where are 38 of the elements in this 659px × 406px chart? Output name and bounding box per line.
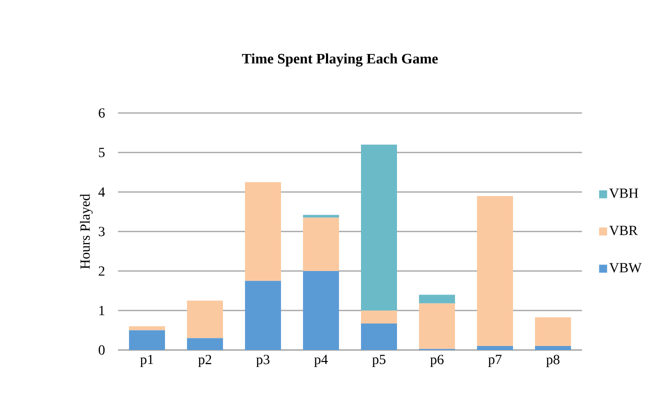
- bar: [129, 326, 165, 330]
- y-tick-label: 1: [99, 306, 104, 316]
- bar: [187, 338, 223, 350]
- bar: [245, 182, 281, 281]
- legend-label: VBH: [609, 188, 638, 198]
- bar: [535, 346, 572, 350]
- bar: [361, 310, 397, 324]
- y-tick-label: 2: [98, 266, 104, 276]
- y-tick-label: 5: [98, 148, 105, 158]
- x-tick-label: p1: [140, 354, 154, 368]
- x-tick-label: p5: [372, 354, 386, 367]
- x-tick-label: p7: [488, 354, 502, 367]
- bar: [535, 317, 572, 346]
- bar: [477, 346, 513, 350]
- y-tick-label: 0: [98, 345, 105, 355]
- y-tick-label: 6: [98, 108, 105, 118]
- bar: [187, 300, 223, 338]
- chart-title: Time Spent Playing Each Game: [242, 53, 438, 67]
- bar: [129, 330, 165, 350]
- bar: [303, 214, 339, 218]
- bar: [477, 196, 513, 346]
- y-axis-title: Hours Played: [80, 194, 93, 269]
- legend-label: VBW: [609, 263, 642, 272]
- bar: [303, 271, 339, 350]
- bar: [245, 280, 281, 350]
- legend-label: VBR: [609, 226, 638, 236]
- bar: [419, 294, 455, 304]
- x-tick-label: p6: [430, 354, 444, 368]
- bar: [303, 218, 339, 271]
- y-tick-label: 3: [98, 226, 105, 236]
- x-tick-label: p3: [256, 354, 270, 368]
- x-tick-label: p4: [314, 354, 328, 367]
- y-tick-label: 4: [98, 187, 105, 197]
- bar: [361, 324, 397, 350]
- x-tick-label: p8: [546, 354, 560, 368]
- bar: [361, 144, 397, 310]
- x-tick-label: p2: [198, 354, 212, 368]
- bar: [419, 303, 455, 349]
